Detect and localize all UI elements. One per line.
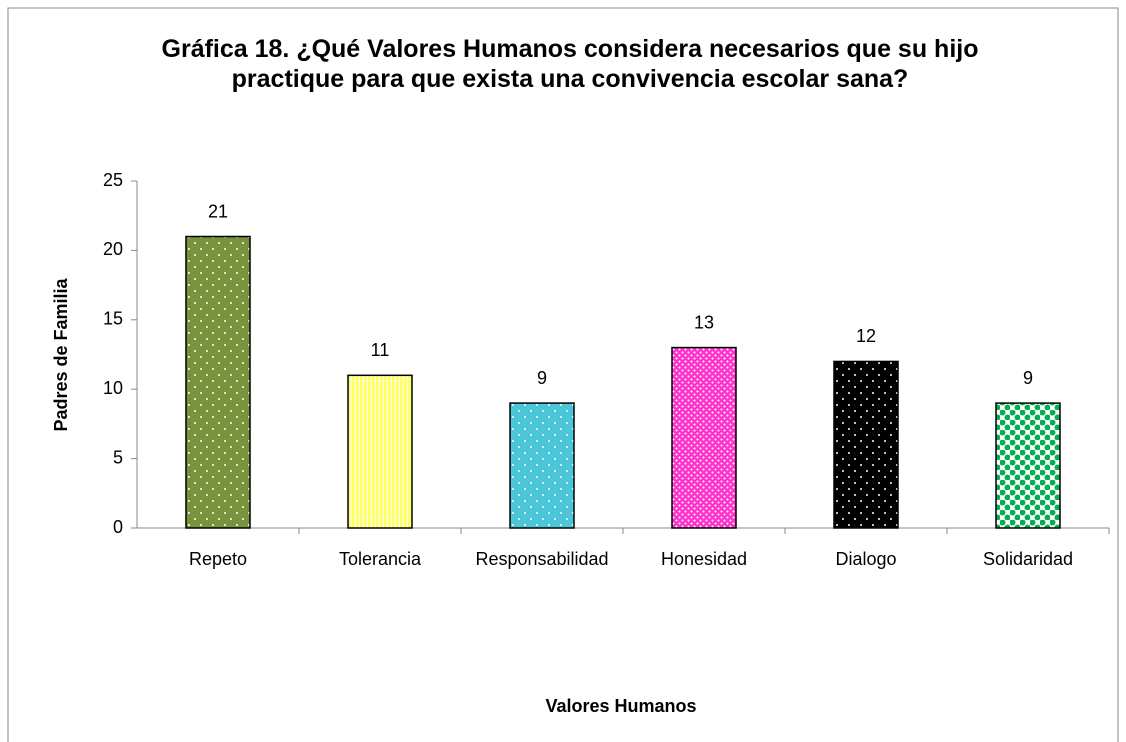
x-axis-label: Valores Humanos — [545, 696, 696, 716]
x-tick-label: Dialogo — [835, 549, 896, 569]
data-label: 11 — [371, 340, 390, 360]
bar — [671, 346, 737, 529]
y-tick-label: 15 — [103, 309, 123, 329]
bar — [185, 235, 251, 529]
bar — [509, 402, 575, 529]
y-tick-label: 10 — [103, 378, 123, 398]
x-tick-label: Responsabilidad — [475, 549, 608, 569]
data-label: 9 — [537, 368, 547, 388]
chart-border — [7, 7, 1119, 742]
y-tick-label: 5 — [113, 447, 123, 467]
data-label: 13 — [694, 312, 714, 332]
y-tick-label: 20 — [103, 239, 123, 259]
data-label: 12 — [856, 326, 876, 346]
bar — [347, 374, 413, 529]
y-tick-label: 0 — [113, 517, 123, 537]
x-tick-label: Solidaridad — [983, 549, 1073, 569]
y-tick-label: 25 — [103, 170, 123, 190]
bar — [995, 402, 1061, 529]
x-tick-label: Honesidad — [661, 549, 747, 569]
data-label: 9 — [1023, 368, 1033, 388]
x-tick-label: Repeto — [189, 549, 247, 569]
bar — [833, 360, 899, 529]
x-tick-label: Tolerancia — [339, 549, 422, 569]
y-axis-label: Padres de Familia — [51, 277, 71, 431]
data-label: 21 — [208, 201, 228, 221]
chart-title: Gráfica 18. ¿Qué Valores Humanos conside… — [161, 35, 979, 93]
